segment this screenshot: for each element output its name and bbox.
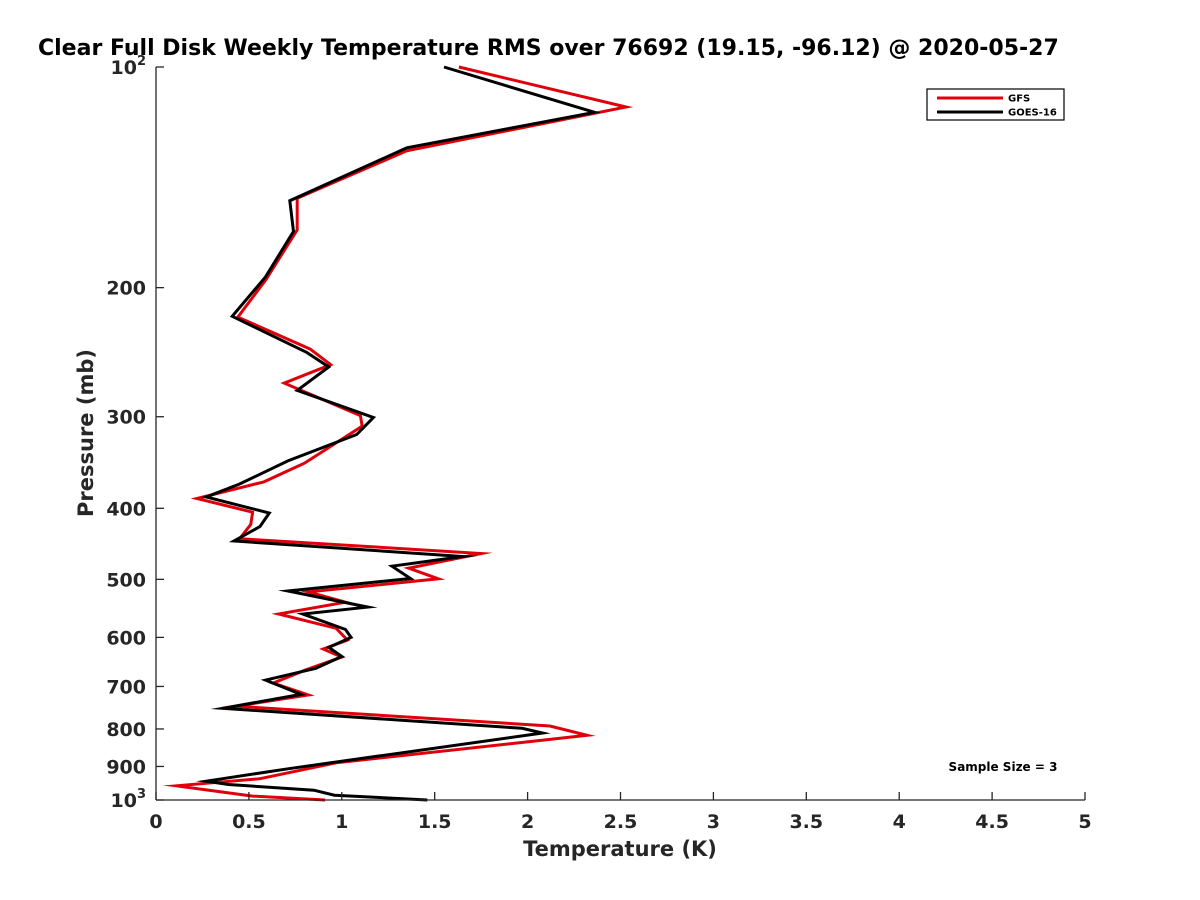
y-tick-label: 900 [106,756,146,778]
x-tick-label: 4 [893,811,906,833]
y-tick-label: 400 [106,498,146,520]
series-line-goes-16 [196,65,601,802]
plot-area [156,67,1085,800]
x-tick-label: 4.5 [975,811,1009,833]
legend-box [926,88,1065,121]
y-tick-label-base: 500 [106,569,146,591]
y-tick-label: 102 [111,54,147,79]
series-layer [162,65,634,802]
y-tick-label-base: 200 [106,278,146,300]
y-axis-label: Pressure (mb) [74,349,98,517]
y-tick-label: 800 [106,719,146,741]
x-tick-label: 1 [335,811,348,833]
y-tick-label-exponent: 3 [137,787,146,802]
y-tick-label-base: 300 [106,407,146,429]
y-tick-label-base: 600 [106,627,146,649]
legend-label: GFS [1008,94,1030,105]
y-tick-label: 700 [106,676,146,698]
y-tick-label: 103 [111,787,147,812]
y-tick-label: 300 [106,407,146,429]
sample-size-annotation: Sample Size = 3 [949,760,1058,774]
series-line-gfs [162,65,634,802]
legend: GFS GOES-16 [926,88,1065,121]
y-tick-label-base: 10 [111,57,137,79]
y-tick-label-base: 900 [106,756,146,778]
x-tick-label: 5 [1078,811,1091,833]
y-tick-label: 600 [106,627,146,649]
x-tick-label: 1.5 [418,811,452,833]
x-ticks: 0 0.5 1 1.5 2 2.5 3 3.5 4 4.5 5 [149,792,1092,833]
y-tick-label-exponent: 2 [137,54,146,69]
y-tick-label-base: 10 [111,790,137,812]
x-tick-label: 0 [149,811,162,833]
x-axis-label: Temperature (K) [523,837,717,861]
x-tick-label: 3 [707,811,720,833]
y-tick-label-base: 800 [106,719,146,741]
x-tick-label: 2.5 [604,811,638,833]
y-tick-label-base: 700 [106,676,146,698]
y-tick-label: 200 [106,278,146,300]
x-tick-label: 3.5 [789,811,823,833]
y-tick-label-base: 400 [106,498,146,520]
x-tick-label: 0.5 [232,811,266,833]
y-tick-label: 500 [106,569,146,591]
legend-label: GOES-16 [1008,108,1057,119]
chart-title: Clear Full Disk Weekly Temperature RMS o… [38,36,1059,61]
legend-entries: GFS GOES-16 [937,94,1057,119]
x-tick-label: 2 [521,811,534,833]
